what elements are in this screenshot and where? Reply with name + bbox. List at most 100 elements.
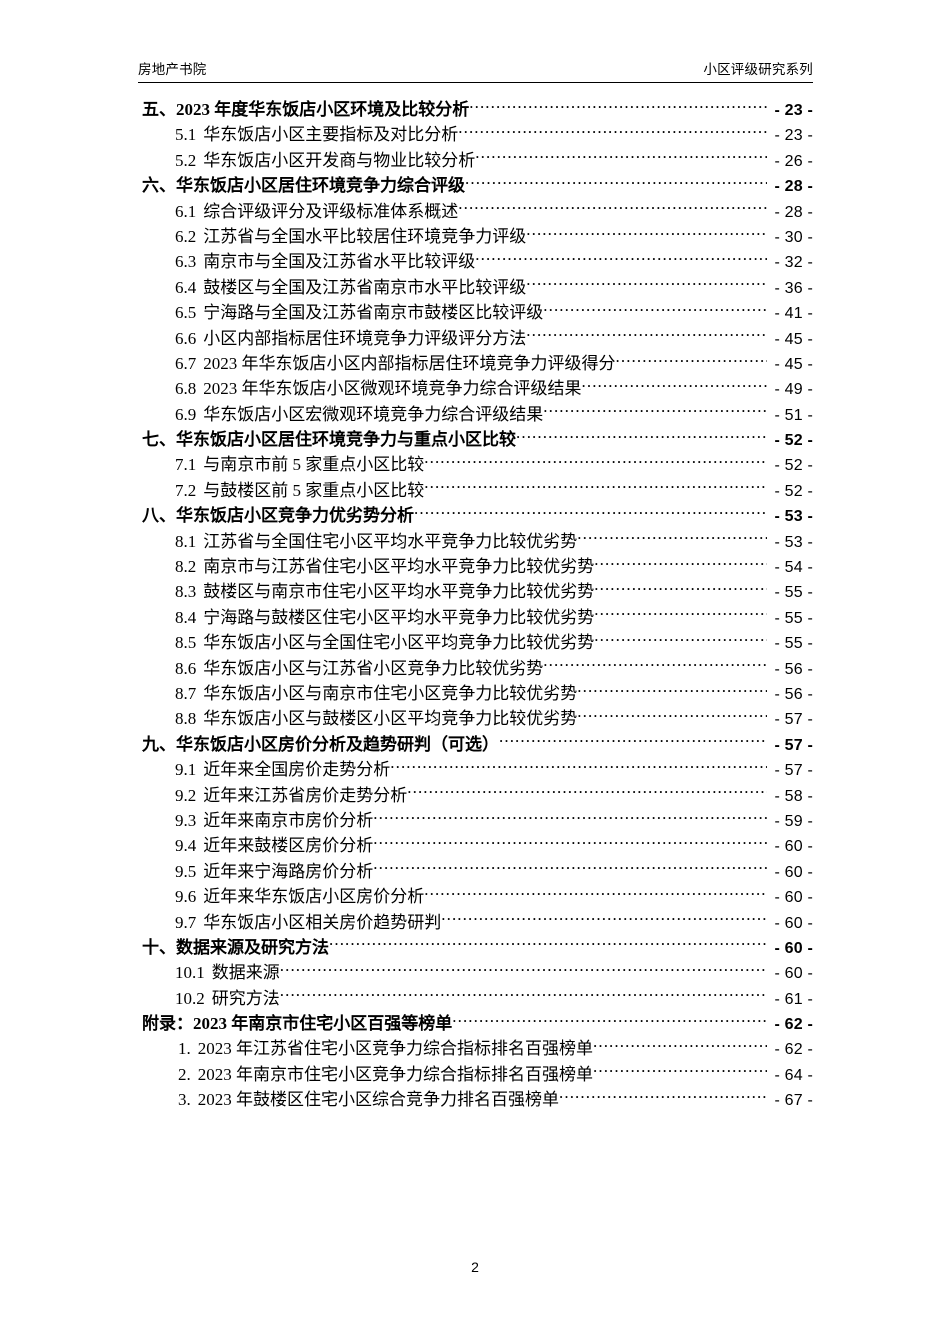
toc-entry-number: 8.4 [175, 607, 197, 627]
toc-entry[interactable]: 6.4 鼓楼区与全国及江苏省南京市水平比较评级 - 36 - [138, 275, 813, 300]
toc-entry-title: 华东饭店小区相关房价趋势研判 [203, 912, 442, 932]
toc-entry-page-number: - 67 - [774, 1092, 813, 1110]
toc-entry-number: 八、 [142, 506, 176, 526]
toc-entry[interactable]: 9.1 近年来全国房价走势分析 - 57 - [138, 757, 813, 782]
toc-entry-title: 近年来全国房价走势分析 [203, 760, 391, 780]
toc-leader-dots [594, 606, 767, 623]
toc-entry[interactable]: 9.4 近年来鼓楼区房价分析 - 60 - [138, 833, 813, 858]
toc-entry-title: 数据来源 [211, 963, 280, 983]
toc-entry[interactable]: 10.2 研究方法 - 61 - [138, 986, 813, 1011]
toc-entry[interactable]: 6.8 2023 年华东饭店小区微观环境竞争力综合评级结果 - 49 - [138, 376, 813, 401]
toc-entry-title: 2023 年江苏省住宅小区竞争力综合指标排名百强榜单 [197, 1039, 593, 1059]
toc-entry-number: 8.2 [175, 557, 197, 577]
toc-entry-page-number: - 57 - [774, 762, 813, 780]
toc-entry-title: 数据来源及研究方法 [176, 937, 329, 957]
toc-entry[interactable]: 十、数据来源及研究方法 - 60 - [138, 935, 813, 960]
toc-leader-dots [475, 149, 767, 166]
toc-entry[interactable]: 8.6 华东饭店小区与江苏省小区竞争力比较优劣势 - 56 - [138, 656, 813, 681]
toc-entry-number: 5.2 [175, 150, 197, 170]
toc-entry[interactable]: 2. 2023 年南京市住宅小区竞争力综合指标排名百强榜单 - 64 - [138, 1062, 813, 1087]
toc-leader-dots [329, 936, 767, 953]
toc-entry[interactable]: 1. 2023 年江苏省住宅小区竞争力综合指标排名百强榜单 - 62 - [138, 1036, 813, 1061]
toc-entry-page-number: - 59 - [774, 812, 813, 830]
toc-entry-title: 华东饭店小区与江苏省小区竞争力比较优劣势 [203, 658, 544, 678]
toc-entry-number: 8.5 [175, 633, 197, 653]
toc-leader-dots [424, 453, 767, 470]
toc-entry-title: 华东饭店小区与全国住宅小区平均竞争力比较优劣势 [203, 633, 595, 653]
toc-entry[interactable]: 3. 2023 年鼓楼区住宅小区综合竞争力排名百强榜单 - 67 - [138, 1087, 813, 1112]
toc-entry[interactable]: 6.3 南京市与全国及江苏省水平比较评级 - 32 - [138, 249, 813, 274]
toc-entry-page-number: - 32 - [774, 254, 813, 272]
toc-entry[interactable]: 九、华东饭店小区房价分析及趋势研判（可选） - 57 - [138, 732, 813, 757]
toc-entry-page-number: - 55 - [774, 584, 813, 602]
toc-entry[interactable]: 附录：2023 年南京市住宅小区百强等榜单 - 62 - [138, 1011, 813, 1036]
toc-leader-dots [582, 377, 768, 394]
toc-entry[interactable]: 8.3 鼓楼区与南京市住宅小区平均水平竞争力比较优劣势 - 55 - [138, 579, 813, 604]
toc-leader-dots [516, 428, 767, 445]
toc-entry[interactable]: 8.4 宁海路与鼓楼区住宅小区平均水平竞争力比较优劣势 - 55 - [138, 605, 813, 630]
toc-entry[interactable]: 6.5 宁海路与全国及江苏省南京市鼓楼区比较评级 - 41 - [138, 300, 813, 325]
toc-entry-number: 9.7 [175, 912, 197, 932]
toc-leader-dots [373, 860, 767, 877]
toc-entry[interactable]: 5.2 华东饭店小区开发商与物业比较分析 - 26 - [138, 148, 813, 173]
toc-entry-number: 8.1 [175, 531, 197, 551]
toc-leader-dots [499, 733, 767, 750]
toc-entry-page-number: - 57 - [774, 736, 813, 754]
toc-entry-title: 华东饭店小区主要指标及对比分析 [203, 125, 459, 145]
toc-entry-number: 6.4 [175, 277, 197, 297]
toc-entry[interactable]: 六、华东饭店小区居住环境竞争力综合评级 - 28 - [138, 173, 813, 198]
toc-entry-page-number: - 60 - [774, 863, 813, 881]
toc-entry[interactable]: 七、华东饭店小区居住环境竞争力与重点小区比较 - 52 - [138, 427, 813, 452]
toc-entry-number: 6.9 [175, 404, 197, 424]
toc-entry[interactable]: 6.9 华东饭店小区宏微观环境竞争力综合评级结果 - 51 - [138, 402, 813, 427]
toc-entry[interactable]: 5.1 华东饭店小区主要指标及对比分析 - 23 - [138, 122, 813, 147]
toc-leader-dots [475, 250, 767, 267]
toc-entry-title: 江苏省与全国住宅小区平均水平竞争力比较优劣势 [203, 531, 578, 551]
toc-entry[interactable]: 9.2 近年来江苏省房价走势分析 - 58 - [138, 783, 813, 808]
toc-entry[interactable]: 7.2 与鼓楼区前 5 家重点小区比较 - 52 - [138, 478, 813, 503]
toc-entry[interactable]: 八、华东饭店小区竞争力优劣势分析 - 53 - [138, 503, 813, 528]
toc-entry-number: 9.4 [175, 836, 197, 856]
toc-leader-dots [390, 758, 767, 775]
toc-leader-dots [593, 1037, 767, 1054]
toc-entry-page-number: - 45 - [774, 355, 813, 373]
toc-entry[interactable]: 五、2023 年度华东饭店小区环境及比较分析 - 23 - [138, 97, 813, 122]
toc-leader-dots [414, 504, 767, 521]
toc-entry-page-number: - 60 - [774, 914, 813, 932]
toc-entry-page-number: - 62 - [774, 1041, 813, 1059]
toc-entry[interactable]: 10.1 数据来源 - 60 - [138, 960, 813, 985]
toc-entry[interactable]: 9.7 华东饭店小区相关房价趋势研判 - 60 - [138, 910, 813, 935]
toc-entry-page-number: - 60 - [774, 838, 813, 856]
toc-entry-page-number: - 62 - [774, 1016, 813, 1034]
toc-entry[interactable]: 6.2 江苏省与全国水平比较居住环境竞争力评级 - 30 - [138, 224, 813, 249]
toc-entry[interactable]: 8.7 华东饭店小区与南京市住宅小区竞争力比较优劣势 - 56 - [138, 681, 813, 706]
toc-leader-dots [526, 225, 767, 242]
toc-entry[interactable]: 8.1 江苏省与全国住宅小区平均水平竞争力比较优劣势 - 53 - [138, 529, 813, 554]
toc-entry[interactable]: 7.1 与南京市前 5 家重点小区比较 - 52 - [138, 452, 813, 477]
toc-entry-number: 9.3 [175, 810, 197, 830]
toc-entry-page-number: - 41 - [774, 305, 813, 323]
toc-leader-dots [526, 327, 767, 344]
toc-entry[interactable]: 9.5 近年来宁海路房价分析 - 60 - [138, 859, 813, 884]
toc-entry-page-number: - 60 - [774, 939, 813, 957]
toc-entry-title: 南京市与江苏省住宅小区平均水平竞争力比较优劣势 [203, 557, 595, 577]
toc-entry-number: 6.8 [175, 379, 197, 399]
toc-entry[interactable]: 9.3 近年来南京市房价分析 - 59 - [138, 808, 813, 833]
toc-entry[interactable]: 8.2 南京市与江苏省住宅小区平均水平竞争力比较优劣势 - 54 - [138, 554, 813, 579]
toc-entry-page-number: - 53 - [774, 508, 813, 526]
toc-leader-dots [441, 911, 767, 928]
toc-entry-page-number: - 52 - [774, 457, 813, 475]
table-of-contents: 五、2023 年度华东饭店小区环境及比较分析 - 23 - 5.1 华东饭店小区主要指… [138, 97, 813, 1113]
header-right-title: 小区评级研究系列 [703, 62, 813, 77]
toc-leader-dots [373, 809, 767, 826]
toc-entry[interactable]: 6.6 小区内部指标居住环境竞争力评级评分方法 - 45 - [138, 326, 813, 351]
toc-entry[interactable]: 6.7 2023 年华东饭店小区内部指标居住环境竞争力评级得分 - 45 - [138, 351, 813, 376]
toc-entry[interactable]: 8.8 华东饭店小区与鼓楼区小区平均竞争力比较优劣势 - 57 - [138, 706, 813, 731]
toc-entry-title: 华东饭店小区与南京市住宅小区竞争力比较优劣势 [203, 683, 578, 703]
toc-entry[interactable]: 9.6 近年来华东饭店小区房价分析 - 60 - [138, 884, 813, 909]
toc-entry[interactable]: 6.1 综合评级评分及评级标准体系概述 - 28 - [138, 199, 813, 224]
toc-entry-page-number: - 26 - [774, 152, 813, 170]
toc-entry-number: 8.8 [175, 709, 197, 729]
toc-leader-dots [543, 657, 767, 674]
toc-entry[interactable]: 8.5 华东饭店小区与全国住宅小区平均竞争力比较优劣势 - 55 - [138, 630, 813, 655]
